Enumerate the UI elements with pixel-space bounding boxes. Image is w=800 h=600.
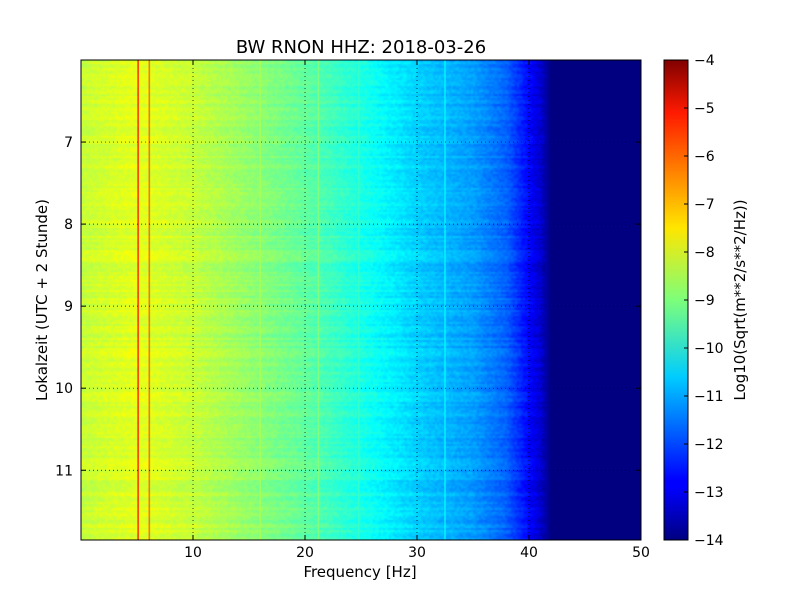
spectrogram-plot-area [81, 60, 641, 540]
y-axis-label: Lokalzeit (UTC + 2 Stunde) [33, 199, 51, 401]
colorbar-tick-label--12: −12 [694, 437, 724, 453]
x-tick-label-30: 30 [408, 545, 426, 561]
colorbar-tick-label--13: −13 [694, 485, 724, 501]
colorbar-tick-label--9: −9 [694, 293, 715, 309]
x-tick-label-50: 50 [632, 545, 650, 561]
colorbar-tick-label--7: −7 [694, 197, 715, 213]
y-tick-label-7: 7 [64, 135, 73, 151]
colorbar-tick-label--5: −5 [694, 101, 715, 117]
colorbar-tick-label--6: −6 [694, 149, 715, 165]
y-tick-label-11: 11 [55, 463, 73, 479]
colorbar-tick-label--10: −10 [694, 341, 724, 357]
x-axis: 10 20 30 40 50 [184, 60, 650, 561]
spectral-lines [137, 60, 446, 540]
y-tick-label-8: 8 [64, 217, 73, 233]
colorbar-label: Log10(Sqrt(m**2/s**2/Hz)) [731, 199, 749, 400]
x-tick-label-40: 40 [520, 545, 538, 561]
grid-lines [81, 60, 641, 540]
colorbar-tick-label--8: −8 [694, 245, 715, 261]
y-tick-label-10: 10 [55, 381, 73, 397]
x-axis-label: Frequency [Hz] [303, 563, 416, 581]
chart-title: BW RNON HHZ: 2018-03-26 [236, 37, 486, 58]
plot-frame [80, 59, 642, 541]
colorbar-ticks: −4 −5 −6 −7 −8 −9 −10 −11 −12 −13 −14 [684, 53, 724, 549]
x-tick-label-10: 10 [184, 545, 202, 561]
spectrogram-heatmap [81, 60, 641, 540]
y-tick-label-9: 9 [64, 299, 73, 315]
colorbar-tick-label--11: −11 [694, 389, 724, 405]
y-axis: 7 8 9 10 11 [55, 135, 641, 479]
colorbar-tick-label--4: −4 [694, 53, 715, 69]
colorbar: −4 −5 −6 −7 −8 −9 −10 −11 −12 −13 −14 [663, 53, 724, 549]
colorbar-tick-label--14: −14 [694, 533, 724, 549]
x-tick-label-20: 20 [296, 545, 314, 561]
